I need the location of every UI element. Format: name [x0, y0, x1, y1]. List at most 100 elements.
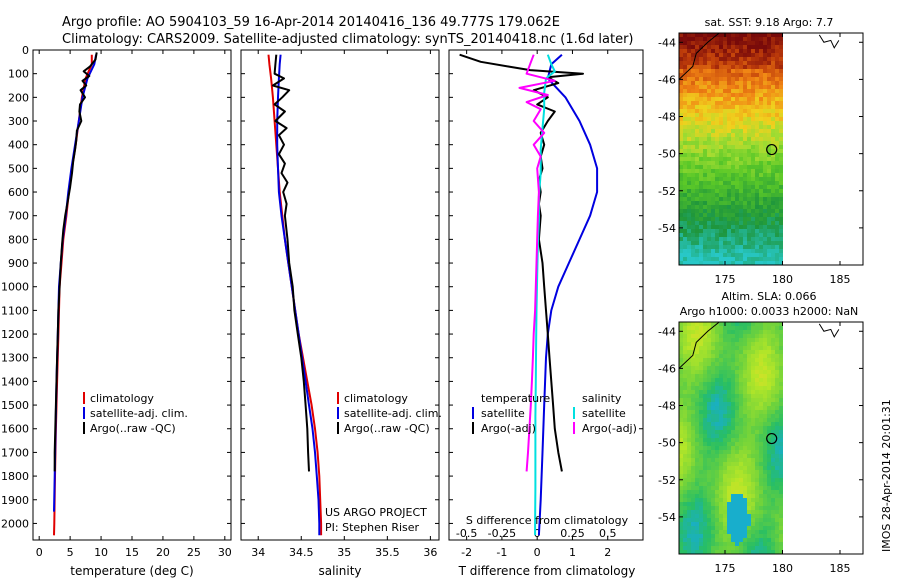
- map-cell: [739, 434, 743, 438]
- map-cell: [727, 153, 731, 157]
- map-cell: [703, 534, 707, 538]
- map-cell: [739, 121, 743, 125]
- map-cell: [727, 366, 731, 370]
- map-cell: [707, 498, 711, 502]
- map-cell: [771, 346, 775, 350]
- map-cell: [699, 362, 703, 366]
- map-cell: [735, 346, 739, 350]
- map-cell: [751, 245, 755, 249]
- map-cell: [747, 466, 751, 470]
- map-cell: [743, 426, 747, 430]
- map-cell: [763, 394, 767, 398]
- map-cell: [727, 550, 731, 554]
- map-cell: [747, 322, 751, 326]
- map-cell: [775, 358, 779, 362]
- map-cell: [755, 189, 759, 193]
- map-cell: [711, 45, 715, 49]
- map-cell: [691, 205, 695, 209]
- map-y-tick-label: -46: [658, 362, 676, 375]
- map-cell: [767, 502, 771, 506]
- map-cell: [679, 177, 683, 181]
- y-tick-label: 1800: [1, 470, 29, 483]
- map-cell: [759, 157, 763, 161]
- map-cell: [683, 478, 687, 482]
- map-cell: [775, 161, 779, 165]
- map-cell: [751, 165, 755, 169]
- map-cell: [767, 257, 771, 261]
- map-cell: [687, 490, 691, 494]
- map-cell: [687, 205, 691, 209]
- map-cell: [687, 65, 691, 69]
- map-cell: [707, 201, 711, 205]
- map-cell: [703, 454, 707, 458]
- map-cell: [723, 522, 727, 526]
- map-cell: [711, 73, 715, 77]
- map-cell: [731, 89, 735, 93]
- map-cell: [759, 378, 763, 382]
- map-cell: [687, 346, 691, 350]
- map-cell: [755, 446, 759, 450]
- map-cell: [703, 153, 707, 157]
- map-cell: [707, 217, 711, 221]
- map-cell: [695, 85, 699, 89]
- map-cell: [727, 81, 731, 85]
- map-cell: [731, 165, 735, 169]
- map-cell: [703, 193, 707, 197]
- map-cell: [727, 125, 731, 129]
- map-cell: [771, 338, 775, 342]
- map-cell: [687, 382, 691, 386]
- map-cell: [731, 478, 735, 482]
- map-cell: [767, 402, 771, 406]
- map-cell: [707, 354, 711, 358]
- map-cell: [763, 197, 767, 201]
- map-cell: [715, 161, 719, 165]
- map-cell: [755, 101, 759, 105]
- map-cell: [751, 514, 755, 518]
- map-cell: [719, 189, 723, 193]
- map-cell: [687, 145, 691, 149]
- map-cell: [767, 105, 771, 109]
- map-y-tick-label: -44: [658, 325, 676, 338]
- map-cell: [683, 37, 687, 41]
- map-cell: [703, 101, 707, 105]
- map-cell: [755, 221, 759, 225]
- map-cell: [763, 77, 767, 81]
- map-cell: [727, 530, 731, 534]
- map-cell: [707, 466, 711, 470]
- map-cell: [695, 486, 699, 490]
- map-cell: [691, 526, 695, 530]
- map-cell: [731, 454, 735, 458]
- map-cell: [699, 466, 703, 470]
- map-cell: [767, 57, 771, 61]
- map-cell: [767, 350, 771, 354]
- map-cell: [715, 526, 719, 530]
- map-cell: [719, 362, 723, 366]
- map-cell: [699, 81, 703, 85]
- map-cell: [775, 89, 779, 93]
- map-cell: [771, 482, 775, 486]
- map-cell: [763, 526, 767, 530]
- map-cell: [755, 346, 759, 350]
- map-cell: [767, 542, 771, 546]
- map-cell: [683, 362, 687, 366]
- map-cell: [711, 426, 715, 430]
- map-cell: [711, 366, 715, 370]
- map-cell: [755, 486, 759, 490]
- map-cell: [775, 257, 779, 261]
- map-cell: [723, 145, 727, 149]
- map-cell: [719, 93, 723, 97]
- map-cell: [715, 366, 719, 370]
- map-cell: [707, 177, 711, 181]
- coastline-chatham: [818, 34, 840, 49]
- map-cell: [755, 57, 759, 61]
- map-cell: [691, 502, 695, 506]
- map-cell: [683, 410, 687, 414]
- map-cell: [691, 53, 695, 57]
- map-cell: [751, 105, 755, 109]
- map-cell: [715, 538, 719, 542]
- map-cell: [699, 245, 703, 249]
- map-cell: [767, 53, 771, 57]
- map-cell: [735, 177, 739, 181]
- map-cell: [695, 402, 699, 406]
- map-cell: [747, 77, 751, 81]
